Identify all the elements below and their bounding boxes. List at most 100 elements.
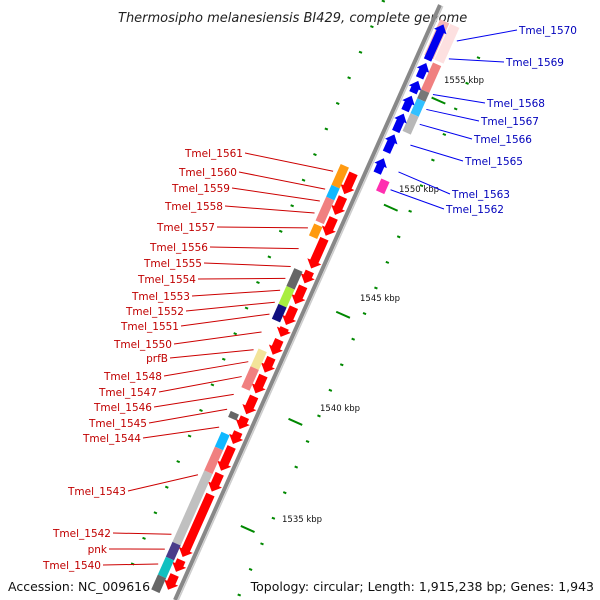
gc-dash <box>328 388 333 392</box>
feature-block <box>228 410 239 421</box>
gc-dash <box>362 312 367 316</box>
gc-dash <box>260 542 264 546</box>
leader-line <box>398 171 451 195</box>
topology-text: Topology: circular; Length: 1,915,238 bp… <box>250 579 594 594</box>
feature-block <box>308 223 323 240</box>
gene-label-forward: pnk <box>88 544 108 556</box>
forward-gene-arrow <box>229 430 244 445</box>
gc-dash <box>305 439 310 444</box>
forward-gene-arrow <box>291 284 308 305</box>
leader-line <box>224 205 315 214</box>
leader-line <box>142 426 220 439</box>
leader-line <box>231 187 320 202</box>
forward-gene-arrow <box>172 558 187 572</box>
gc-dash <box>339 363 344 367</box>
gene-label-reverse: Tmel_1567 <box>480 116 539 128</box>
feature-block <box>278 285 295 308</box>
gene-label-forward: Tmel_1552 <box>125 306 184 318</box>
gene-label-forward: Tmel_1560 <box>178 167 237 179</box>
gc-dash <box>301 178 306 182</box>
map-title: Thermosipho melanesiensis BI429, complet… <box>118 11 467 26</box>
leader-line <box>102 563 159 566</box>
gc-dash <box>248 567 253 571</box>
gene-label-forward: Tmel_1553 <box>131 291 190 303</box>
reverse-gene-arrow <box>401 95 415 113</box>
forward-gene-arrow <box>331 195 348 215</box>
gene-label-forward: Tmel_1550 <box>113 339 172 351</box>
scale-tick <box>240 525 255 533</box>
gc-dash <box>453 107 458 111</box>
gc-dash <box>210 383 215 387</box>
gc-dashes <box>130 0 481 597</box>
feature-block <box>326 184 340 201</box>
gene-label-forward: Tmel_1551 <box>120 321 179 333</box>
reverse-gene-arrow <box>423 24 447 62</box>
gene-label-forward: Tmel_1555 <box>143 258 202 270</box>
forward-gene-arrow <box>217 445 236 471</box>
leader-line <box>169 349 254 359</box>
backbone <box>173 4 444 600</box>
feature-block <box>410 98 426 117</box>
scale-tick <box>431 96 446 105</box>
reverse-gene-arrow <box>392 113 407 134</box>
gene-label-forward: Tmel_1557 <box>156 222 215 234</box>
feature-block <box>315 196 335 225</box>
gc-dash <box>335 101 340 105</box>
reverse-gene-arrow <box>415 63 430 80</box>
gc-dash <box>199 408 203 412</box>
scale-tick-label: 1540 kbp <box>320 404 360 414</box>
gene-label-reverse: Tmel_1566 <box>473 134 532 146</box>
forward-gene-arrow <box>300 269 315 284</box>
gene-label-forward: Tmel_1544 <box>82 433 141 445</box>
feature-tracks <box>151 19 460 594</box>
leader-line <box>216 226 308 229</box>
leader-line <box>163 361 249 377</box>
gene-label-forward: Tmel_1540 <box>42 560 101 572</box>
scale-tick-label: 1545 kbp <box>360 294 400 304</box>
gc-dash <box>233 332 238 336</box>
gene-label-forward: Tmel_1543 <box>67 486 126 498</box>
gc-dash <box>476 56 481 60</box>
gc-dash <box>419 184 424 188</box>
leader-line <box>448 58 505 63</box>
gc-dash <box>442 132 447 137</box>
gene-label-reverse: Tmel_1563 <box>451 189 510 201</box>
scale-tick <box>288 417 303 426</box>
leader-line <box>127 474 199 492</box>
gene-label-forward: Tmel_1556 <box>149 242 208 254</box>
gene-label-forward: Tmel_1542 <box>52 528 111 540</box>
gc-dash <box>465 81 469 85</box>
gc-dash <box>374 286 378 290</box>
leader-line <box>410 144 464 162</box>
leader-line <box>432 94 486 104</box>
scale-tick <box>383 203 399 212</box>
forward-gene-arrow <box>260 355 276 373</box>
gene-label-forward: Tmel_1554 <box>137 274 196 286</box>
feature-block <box>165 541 181 561</box>
gc-dash <box>278 229 283 233</box>
gc-dash <box>267 255 272 259</box>
forward-gene-arrow <box>242 394 259 415</box>
gene-label-forward: Tmel_1546 <box>93 402 152 414</box>
gene-label-reverse: Tmel_1565 <box>464 156 523 168</box>
forward-gene-arrow <box>207 471 224 492</box>
gc-dash <box>313 153 317 157</box>
gene-label-forward: prfB <box>146 353 168 365</box>
scale-tick <box>335 310 351 319</box>
leader-line <box>112 532 172 535</box>
gene-label-forward: Tmel_1547 <box>98 387 157 399</box>
feature-block <box>376 178 390 195</box>
gc-dash <box>396 235 401 239</box>
feature-block <box>331 163 349 189</box>
gc-dash <box>221 357 226 361</box>
leader-line <box>419 123 473 140</box>
forward-gene-arrow <box>282 305 299 326</box>
gc-dash <box>347 76 351 80</box>
gc-dash <box>290 204 295 208</box>
gene-label-reverse: Tmel_1562 <box>445 204 504 216</box>
feature-block <box>417 89 430 102</box>
forward-gene-arrow <box>268 338 284 355</box>
feature-block <box>402 113 419 135</box>
leader-line <box>158 376 242 393</box>
feature-block <box>421 62 442 93</box>
